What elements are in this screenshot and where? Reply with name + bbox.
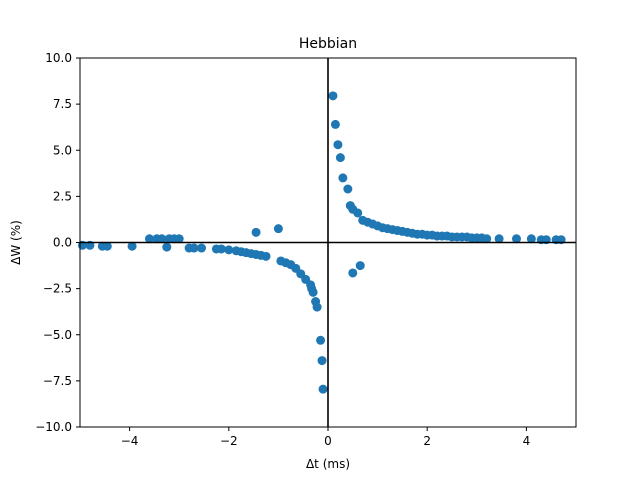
data-point — [330, 119, 340, 129]
data-point — [328, 91, 338, 101]
y-tick-label: 10.0 — [45, 51, 72, 65]
data-point — [343, 184, 353, 194]
data-point — [335, 153, 345, 163]
data-point — [102, 241, 112, 251]
y-tick-label: −10.0 — [35, 420, 72, 434]
data-point — [338, 173, 348, 183]
data-point — [224, 245, 234, 255]
y-tick-label: −5.0 — [43, 328, 72, 342]
data-point — [355, 261, 365, 271]
x-axis-ticks: −4 −2 0 2 4 — [121, 427, 530, 448]
data-point — [261, 251, 271, 261]
data-point — [526, 234, 536, 244]
x-tick-label: −4 — [121, 434, 139, 448]
x-tick-label: 2 — [423, 434, 431, 448]
chart-title: Hebbian — [299, 36, 357, 52]
data-point — [189, 243, 199, 253]
data-point — [216, 244, 226, 254]
data-point — [316, 335, 326, 345]
data-point — [162, 242, 172, 252]
data-point — [353, 208, 363, 218]
data-point — [494, 234, 504, 244]
reference-lines — [80, 58, 576, 427]
x-tick-label: 0 — [324, 434, 332, 448]
data-point — [174, 234, 184, 244]
y-tick-label: 5.0 — [53, 143, 72, 157]
data-point — [317, 356, 327, 366]
data-point — [273, 224, 283, 234]
data-point — [312, 302, 322, 312]
data-point — [157, 234, 167, 244]
y-tick-label: 0.0 — [53, 236, 72, 250]
y-axis-ticks: −10.0 −7.5 −5.0 −2.5 0.0 2.5 5.0 7.5 10.0 — [35, 51, 80, 434]
x-tick-label: −2 — [220, 434, 238, 448]
data-point — [308, 287, 318, 297]
data-point — [348, 268, 358, 278]
data-point — [197, 243, 207, 253]
y-tick-label: 7.5 — [53, 97, 72, 111]
x-axis-label: Δt (ms) — [306, 457, 350, 471]
data-point — [333, 140, 343, 150]
y-tick-label: −2.5 — [43, 282, 72, 296]
y-tick-label: −7.5 — [43, 374, 72, 388]
data-point — [127, 241, 137, 251]
y-axis-label: ΔW (%) — [9, 220, 23, 265]
y-tick-label: 2.5 — [53, 189, 72, 203]
data-point — [511, 234, 521, 244]
data-point — [482, 234, 492, 244]
data-point — [318, 384, 328, 394]
data-point — [144, 234, 154, 244]
data-point — [251, 227, 261, 237]
x-tick-label: 4 — [523, 434, 531, 448]
